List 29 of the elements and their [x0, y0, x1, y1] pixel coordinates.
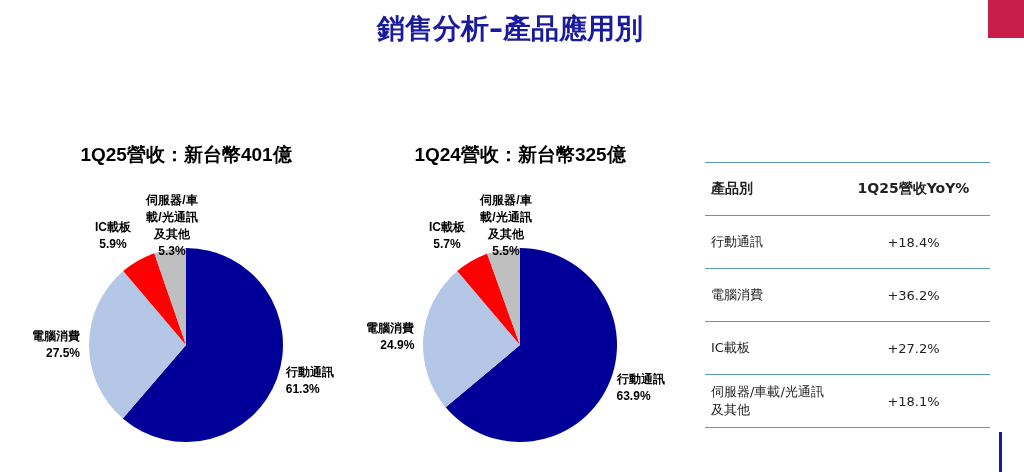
slice-label: 電腦消費 — [32, 329, 80, 344]
chart-title: 1Q24營收：新台幣325億 — [414, 144, 627, 165]
slice-label: 電腦消費 — [366, 320, 415, 335]
text: +27.2% — [887, 340, 940, 356]
category-label: 電腦消費 — [705, 268, 837, 322]
category-label: IC載板 — [705, 321, 837, 375]
data-label: 5.5% — [492, 243, 520, 258]
text: +18.4% — [887, 234, 940, 250]
data-label: 5.9% — [99, 236, 127, 251]
data-label: 27.5% — [45, 346, 81, 361]
data-label: 63.9% — [616, 389, 651, 404]
data-label: 5.3% — [158, 243, 186, 258]
data-label: 24.9% — [380, 337, 415, 352]
text: 產品別 — [705, 162, 837, 216]
slice-label: IC載板 — [429, 219, 466, 234]
slice-label: 行動通訊 — [284, 364, 334, 379]
slice-label: 伺服器/車載/光通訊及其他 — [145, 192, 198, 241]
text: 1Q25營收YoY% — [837, 162, 990, 216]
category-label: 伺服器/車載/光通訊及其他 — [705, 374, 837, 428]
slice-label: 伺服器/車載/光通訊及其他 — [479, 192, 532, 241]
slice-label: 行動通訊 — [615, 372, 665, 387]
text: +18.1% — [887, 393, 940, 409]
data-label: 5.7% — [433, 236, 461, 251]
text: +36.2% — [887, 287, 940, 303]
text: 銷售分析–產品應用別 — [375, 11, 644, 47]
slice-label: IC載板 — [95, 219, 132, 234]
data-label: 61.3% — [285, 381, 321, 396]
category-label: 行動通訊 — [705, 215, 837, 269]
chart-title: 1Q25營收：新台幣401億 — [80, 144, 293, 165]
